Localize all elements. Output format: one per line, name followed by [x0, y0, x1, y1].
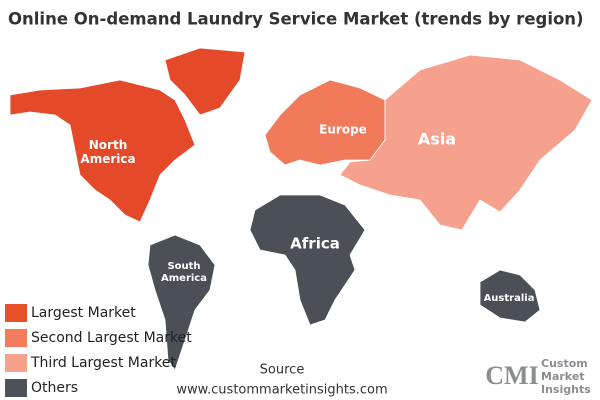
legend-swatch [5, 379, 27, 397]
logo: CMI Custom Market Insights [485, 357, 591, 396]
source-url: www.custommarketinsights.com [176, 383, 387, 398]
legend-swatch [5, 354, 27, 372]
region-label: Europe [319, 123, 367, 137]
continents [9, 47, 593, 371]
region-label: North America [80, 137, 135, 165]
region-label: Asia [418, 130, 456, 149]
region-label: South America [161, 261, 207, 284]
continent [9, 79, 196, 223]
title: Online On-demand Laundry Service Market … [8, 10, 584, 29]
region-labels: North America Europe Asia Africa South America… [80, 123, 534, 305]
logo-line: Insights [541, 383, 591, 396]
legend-label: Second Largest Market [31, 330, 192, 346]
continent [479, 269, 541, 323]
region-label: Africa [290, 235, 340, 253]
legend-label: Third Largest Market [30, 355, 176, 371]
continent [249, 194, 366, 326]
legend: Largest Market Second Largest Market Third… [5, 304, 192, 397]
continent [164, 47, 246, 116]
logo-line: Market [541, 370, 585, 383]
continent [339, 54, 593, 231]
legend-swatch [5, 329, 27, 347]
logo-mark: CMI [485, 361, 538, 390]
legend-swatch [5, 304, 27, 322]
legend-label: Largest Market [31, 305, 136, 321]
source-heading: Source [260, 363, 305, 378]
logo-line: Custom [541, 357, 588, 370]
region-label: Australia [484, 293, 535, 304]
legend-label: Others [31, 380, 78, 396]
continent [147, 234, 216, 371]
